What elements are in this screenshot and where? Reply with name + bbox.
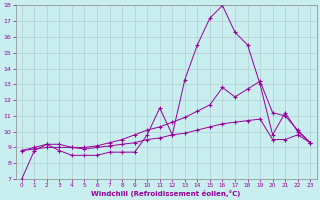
X-axis label: Windchill (Refroidissement éolien,°C): Windchill (Refroidissement éolien,°C) — [91, 190, 241, 197]
